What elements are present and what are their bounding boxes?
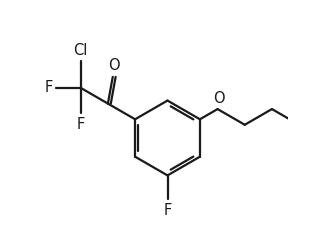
Text: F: F [77,117,85,132]
Text: F: F [45,80,53,95]
Text: O: O [108,58,120,73]
Text: O: O [213,91,224,106]
Text: Cl: Cl [74,42,88,58]
Text: F: F [163,203,172,218]
